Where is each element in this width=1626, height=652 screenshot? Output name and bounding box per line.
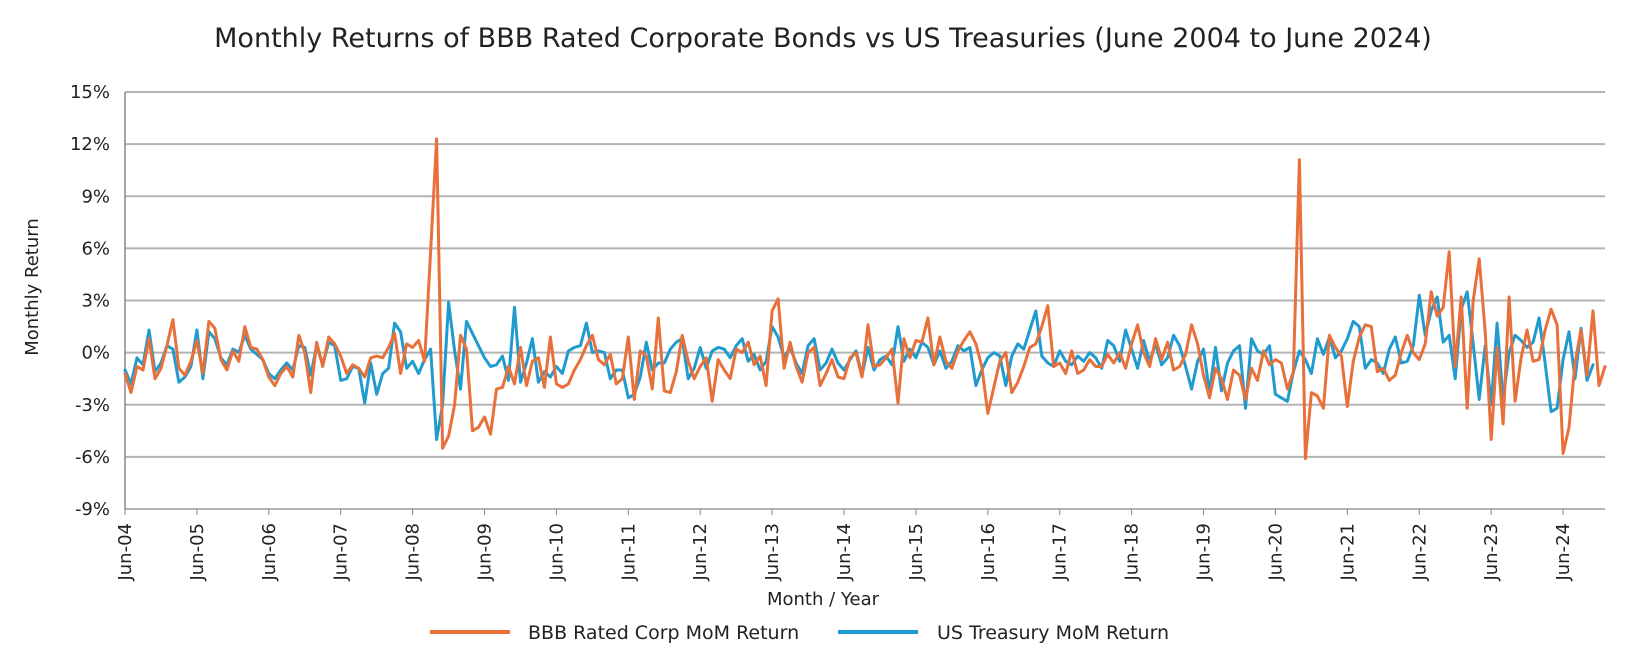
y-tick-label: 15% [70, 82, 110, 103]
x-tick-label: Jun-06 [259, 523, 280, 582]
x-axis-ticks: Jun-04 Jun-05 Jun-06 Jun-07 Jun-08 Jun-09 Jun-… [115, 509, 1574, 582]
x-tick-label: Jun-23 [1481, 523, 1502, 582]
y-axis-label: Monthly Return [22, 218, 43, 356]
y-tick-label: -6% [75, 447, 110, 468]
grid [124, 91, 1605, 510]
x-tick-label: Jun-10 [546, 523, 567, 582]
legend: BBB Rated Corp MoM Return US Treasury MoM… [430, 622, 1169, 644]
x-tick-label: Jun-07 [331, 523, 352, 582]
y-tick-label: 9% [81, 186, 110, 207]
x-tick-label: Jun-14 [834, 523, 855, 582]
x-tick-label: Jun-21 [1337, 523, 1358, 582]
x-tick-label: Jun-09 [475, 523, 496, 582]
x-tick-label: Jun-24 [1553, 523, 1574, 582]
x-tick-label: Jun-05 [187, 523, 208, 582]
x-tick-label: Jun-13 [762, 523, 783, 582]
chart-title: Monthly Returns of BBB Rated Corporate B… [214, 23, 1432, 54]
legend-label-bbb: BBB Rated Corp MoM Return [528, 622, 799, 644]
y-tick-label: -9% [75, 499, 110, 520]
x-tick-label: Jun-17 [1050, 523, 1071, 582]
series-line-bbb [123, 137, 1607, 461]
x-tick-label: Jun-16 [978, 523, 999, 582]
x-tick-label: Jun-20 [1265, 523, 1286, 582]
y-tick-label: 0% [81, 343, 110, 364]
series-lines [123, 137, 1607, 461]
y-tick-label: -3% [75, 395, 110, 416]
x-tick-label: Jun-04 [115, 523, 136, 582]
x-tick-label: Jun-11 [618, 523, 639, 582]
x-tick-label: Jun-19 [1194, 523, 1215, 582]
x-tick-label: Jun-12 [690, 523, 711, 582]
y-tick-label: 3% [81, 291, 110, 312]
x-tick-label: Jun-22 [1409, 523, 1430, 582]
y-tick-label: 6% [81, 238, 110, 259]
x-tick-label: Jun-15 [906, 523, 927, 582]
legend-label-treasury: US Treasury MoM Return [937, 622, 1169, 644]
x-tick-label: Jun-08 [403, 523, 424, 582]
x-axis-label: Month / Year [767, 589, 880, 610]
y-axis-ticks: -9% -6% -3% 0% 3% 6% 9% 12% 15% [70, 82, 110, 520]
x-tick-label: Jun-18 [1122, 523, 1143, 582]
y-tick-label: 12% [70, 134, 110, 155]
